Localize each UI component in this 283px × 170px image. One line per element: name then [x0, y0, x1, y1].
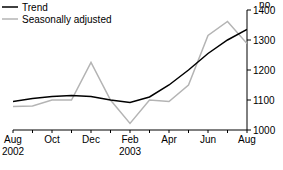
x-tick — [71, 130, 72, 133]
x-tick-label: Aug — [4, 134, 22, 145]
x-tick-label: Dec — [82, 134, 100, 145]
year-label: 2003 — [119, 146, 142, 157]
x-tick — [188, 130, 189, 133]
series-line — [13, 30, 247, 103]
year-label: 2002 — [2, 146, 25, 157]
x-tick — [32, 130, 33, 133]
x-tick — [169, 130, 170, 133]
series-line — [13, 21, 247, 123]
y-tick — [247, 40, 251, 41]
legend-label: Trend — [22, 2, 48, 13]
y-tick — [247, 130, 251, 131]
y-label: no. — [259, 0, 273, 10]
x-tick — [247, 130, 248, 133]
chart: 10001100120013001400no.AugOctDecFebAprJu… — [0, 0, 283, 170]
legend-swatch — [2, 18, 18, 20]
y-tick-label: 1000 — [253, 125, 276, 136]
x-tick-label: Aug — [238, 134, 256, 145]
y-tick — [247, 100, 251, 101]
x-tick — [149, 130, 150, 133]
y-tick — [247, 70, 251, 71]
legend-swatch — [2, 6, 18, 8]
y-tick-label: 1300 — [253, 35, 276, 46]
y-tick-label: 1200 — [253, 65, 276, 76]
plot-area — [13, 21, 247, 123]
legend-label: Seasonally adjusted — [22, 14, 112, 25]
x-tick — [52, 130, 53, 133]
x-tick — [208, 130, 209, 133]
x-tick-label: Jun — [200, 134, 216, 145]
x-tick-label: Oct — [44, 134, 60, 145]
x-tick — [91, 130, 92, 133]
x-tick — [110, 130, 111, 133]
x-tick — [227, 130, 228, 133]
x-tick — [130, 130, 131, 133]
x-tick — [13, 130, 14, 133]
y-tick — [247, 10, 251, 11]
x-tick-label: Apr — [161, 134, 177, 145]
x-tick-label: Feb — [121, 134, 139, 145]
y-tick-label: 1100 — [253, 95, 275, 106]
